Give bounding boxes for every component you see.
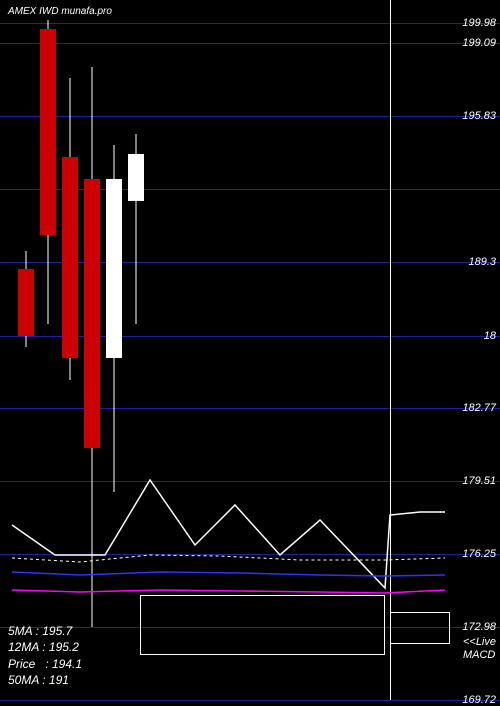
price-level-label: 199.98: [462, 17, 496, 29]
info-panel: 5MA : 195.7 12MA : 195.2 Price : 194.1 5…: [8, 623, 82, 688]
candle: [84, 0, 100, 700]
price-level-label: 18: [484, 330, 496, 342]
price-level-label: 199.09: [462, 37, 496, 49]
macd-box: [140, 595, 385, 655]
price-level-label: 176.25: [462, 548, 496, 560]
macd-box: [390, 612, 450, 644]
price-level-label: 189.3: [468, 256, 496, 268]
gridline: [0, 700, 500, 701]
price-level-label: 182.77: [462, 402, 496, 414]
ma5-label: 5MA : 195.7: [8, 623, 82, 639]
vertical-divider: [390, 0, 391, 700]
price-label: Price : 194.1: [8, 656, 82, 672]
macd-caption-1: <<Live: [463, 636, 496, 649]
price-level-label: 195.83: [462, 110, 496, 122]
macd-caption: <<Live MACD: [463, 636, 496, 662]
candle: [62, 0, 78, 700]
price-level-label: 179.51: [462, 475, 496, 487]
price-level-label: 172.98: [462, 621, 496, 633]
candle: [18, 0, 34, 700]
ma12-label: 12MA : 195.2: [8, 639, 82, 655]
macd-caption-2: MACD: [463, 649, 496, 662]
ma50-label: 50MA : 191: [8, 672, 82, 688]
price-level-label: 169.72: [462, 694, 496, 706]
candle: [40, 0, 56, 700]
candle: [106, 0, 122, 700]
